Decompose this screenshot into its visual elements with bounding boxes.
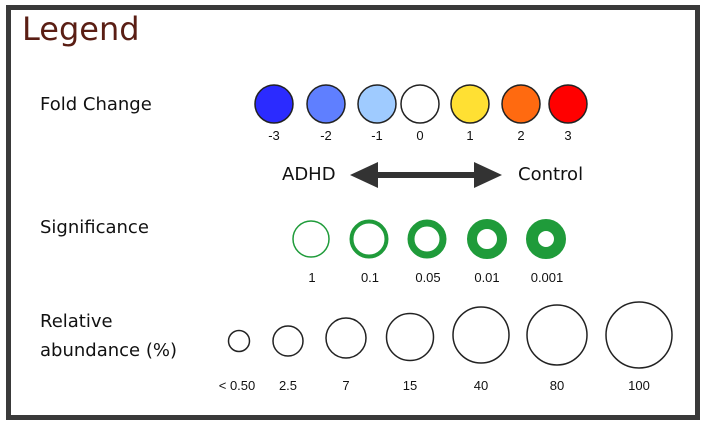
abundance-tick: 40	[473, 378, 489, 393]
abundance-tick: 7	[342, 378, 350, 393]
fold-change-circle-neg2	[306, 84, 346, 124]
significance-tick: 0.05	[415, 270, 441, 285]
fold-change-tick: -1	[371, 128, 383, 143]
significance-ring-0.001	[526, 219, 566, 259]
fold-change-circle-2	[501, 84, 541, 124]
abundance-circle-40	[452, 306, 510, 364]
abundance-circle-100	[605, 301, 673, 369]
legend-title: Legend	[22, 10, 140, 48]
fold-change-tick: -3	[268, 128, 280, 143]
control-label: Control	[518, 164, 584, 185]
fold-change-tick: 1	[466, 128, 474, 143]
significance-ring-0.1	[349, 219, 389, 259]
significance-tick: 0.1	[360, 270, 380, 285]
significance-ring-0.01	[467, 219, 507, 259]
fold-change-circle-0	[400, 84, 440, 124]
fold-change-circle-neg3	[254, 84, 294, 124]
abundance-tick: 100	[628, 378, 650, 393]
fold-change-label: Fold Change	[40, 94, 152, 115]
significance-tick: 0.001	[530, 270, 564, 285]
significance-ring-0.05	[407, 219, 447, 259]
abundance-label-line2: abundance (%)	[40, 340, 177, 361]
significance-ring-1	[292, 220, 330, 258]
fold-change-tick: -2	[320, 128, 332, 143]
abundance-circle-2.5	[272, 325, 304, 357]
abundance-tick: 80	[549, 378, 565, 393]
significance-tick: 0.01	[474, 270, 500, 285]
fold-change-tick: 3	[564, 128, 572, 143]
fold-change-circle-neg1	[357, 84, 397, 124]
adhd-label: ADHD	[282, 164, 336, 185]
abundance-tick: < 0.50	[218, 378, 256, 393]
fold-change-tick: 2	[517, 128, 525, 143]
double-arrow-icon	[350, 162, 502, 188]
abundance-circle-7	[325, 317, 367, 359]
abundance-label-line1: Relative	[40, 311, 113, 332]
significance-label: Significance	[40, 217, 149, 238]
abundance-tick: 15	[402, 378, 418, 393]
fold-change-circle-1	[450, 84, 490, 124]
abundance-circle-80	[526, 304, 588, 366]
significance-tick: 1	[308, 270, 316, 285]
abundance-circle-lt0.50	[227, 329, 251, 353]
legend-frame	[6, 5, 700, 420]
abundance-tick: 2.5	[278, 378, 298, 393]
fold-change-tick: 0	[416, 128, 424, 143]
fold-change-circle-3	[548, 84, 588, 124]
abundance-circle-15	[385, 312, 435, 362]
